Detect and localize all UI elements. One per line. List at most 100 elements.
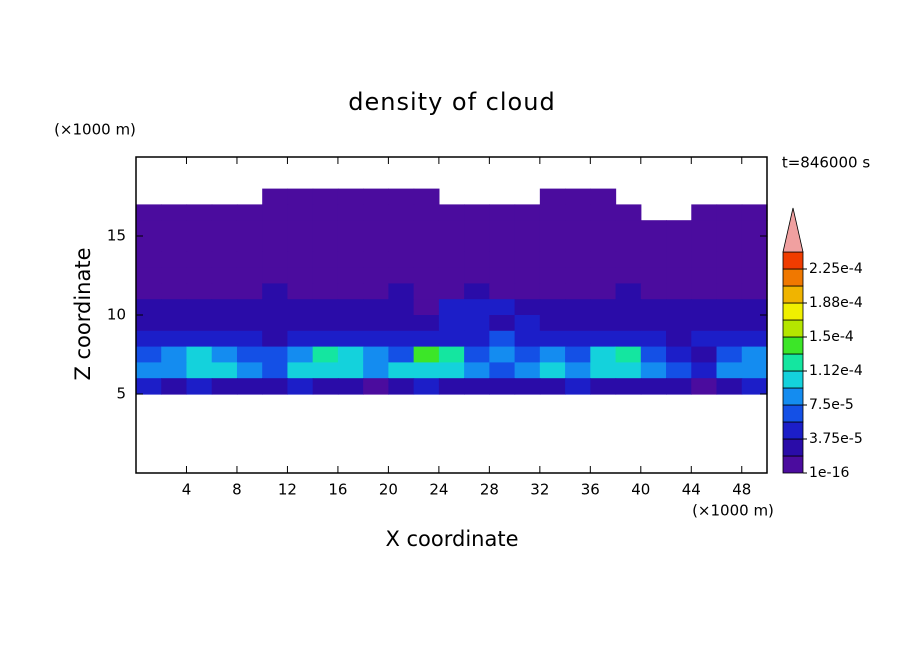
field-cell: [716, 204, 743, 221]
field-cell: [514, 220, 541, 237]
field-cell: [539, 283, 566, 300]
field-cell: [716, 299, 743, 316]
field-cell: [211, 346, 238, 363]
field-cell: [287, 362, 314, 379]
field-cell: [211, 220, 238, 237]
y-tick-label: 5: [116, 385, 126, 403]
field-cell: [337, 378, 364, 395]
x-tick-label: 40: [631, 481, 650, 499]
field-cell: [489, 283, 516, 300]
field-cell: [287, 220, 314, 237]
field-cell: [590, 346, 617, 363]
field-cell: [262, 220, 289, 237]
field-cell: [691, 283, 718, 300]
field-cell: [464, 346, 490, 363]
field-cell: [236, 299, 263, 316]
field-cell: [691, 236, 718, 253]
field-cell: [640, 330, 667, 348]
field-cell: [337, 283, 364, 300]
field-cell: [312, 299, 339, 316]
field-cell: [464, 362, 490, 379]
field-cell: [489, 315, 516, 332]
field-cell: [363, 188, 389, 205]
field-cell: [363, 299, 389, 316]
field-cell: [413, 188, 440, 205]
field-cell: [236, 378, 263, 395]
field-cell: [388, 330, 415, 348]
field-cell: [136, 189, 162, 205]
field-cell: [312, 220, 339, 237]
field-cell: [666, 299, 692, 316]
field-cell: [236, 267, 263, 284]
field-cell: [363, 346, 389, 363]
field-cell: [186, 251, 213, 269]
field-cell: [287, 315, 314, 332]
field-cell: [489, 267, 516, 284]
field-cell: [186, 236, 213, 253]
field-cell: [615, 378, 642, 395]
field-cell: [640, 251, 667, 269]
y-tick-label: 15: [107, 227, 126, 245]
colorbar-box: [782, 387, 804, 406]
field-cell: [565, 188, 591, 205]
field-cell: [388, 251, 415, 269]
field-cell: [615, 236, 642, 253]
field-cell: [388, 299, 415, 316]
field-cell: [489, 251, 516, 269]
field-cell: [716, 330, 743, 348]
field-cell: [438, 220, 465, 237]
field-cell: [363, 204, 389, 221]
field-cell: [641, 204, 667, 220]
field-cell: [438, 267, 465, 284]
field-cell: [565, 362, 591, 379]
field-cell: [236, 330, 263, 348]
field-cell: [741, 330, 768, 348]
field-cell: [640, 267, 667, 284]
field-cell: [716, 378, 743, 395]
field-cell: [161, 346, 188, 363]
field-cell: [287, 378, 314, 395]
field-cell: [211, 204, 238, 221]
field-cell: [590, 267, 617, 284]
field-cell: [691, 189, 717, 205]
field-cell: [641, 189, 667, 205]
field-cell: [337, 188, 364, 205]
field-cell: [464, 267, 490, 284]
field-cell: [514, 346, 541, 363]
field-cell: [590, 236, 617, 253]
field-cell: [337, 362, 364, 379]
field-cell: [312, 346, 339, 363]
field-cell: [666, 251, 692, 269]
field-cell: [666, 189, 692, 205]
y-unit: (×1000 m): [54, 121, 136, 139]
field-cell: [363, 330, 389, 348]
colorbar-box: [782, 404, 804, 423]
field-cell: [211, 378, 238, 395]
field-cell: [438, 362, 465, 379]
field-cell: [262, 362, 289, 379]
field-cell: [186, 330, 213, 348]
field-cell: [741, 283, 768, 300]
field-cell: [666, 330, 692, 348]
field-cell: [413, 267, 440, 284]
colorbar-label: 7.5e-5: [809, 397, 854, 413]
field-cell: [590, 220, 617, 237]
field-cell: [136, 330, 162, 348]
field-cell: [489, 189, 515, 205]
field-cell: [262, 283, 289, 300]
field-cell: [287, 330, 314, 348]
field-cell: [565, 204, 591, 221]
field-cell: [741, 362, 768, 379]
y-axis-label: Z coordinate: [71, 247, 95, 380]
field-cell: [666, 236, 692, 253]
colorbar-box: [782, 336, 804, 355]
field-cell: [312, 188, 339, 205]
colorbar-box: [782, 370, 804, 389]
colorbar-box: [782, 421, 804, 440]
field-cell: [186, 220, 213, 237]
field-cell: [262, 315, 289, 332]
field-cell: [640, 378, 667, 395]
field-cell: [363, 267, 389, 284]
field-cell: [565, 330, 591, 348]
field-cell: [640, 315, 667, 332]
